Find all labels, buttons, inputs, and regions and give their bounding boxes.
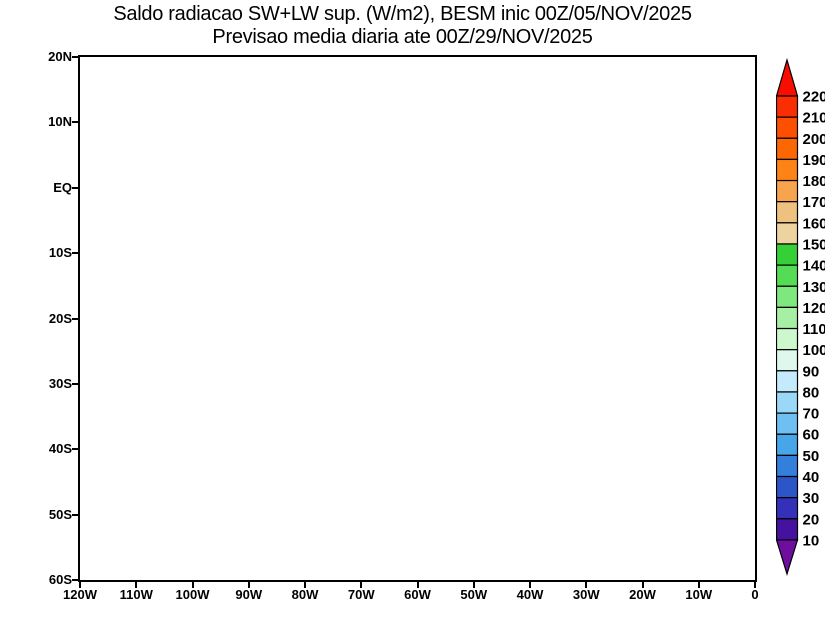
x-tick-label: 70W [347,587,375,602]
y-axis-tick [72,513,78,516]
x-axis-tick [79,582,81,588]
x-tick-label: 20W [629,587,656,602]
y-tick-label: 50S [48,506,72,522]
x-axis-tick [304,582,306,588]
colorbar-label: 190 [803,152,825,169]
colorbar-segment [776,349,799,372]
y-tick-label: 10N [48,114,72,130]
colorbar-segment [776,116,799,139]
colorbar-segment [776,306,799,330]
x-axis-tick [247,582,250,588]
y-tick-label: 10S [48,245,72,261]
x-tick-label: 10W [685,587,713,602]
colorbar-label: 220 [803,89,825,106]
colorbar-label: 90 [803,363,820,380]
colorbar-label: 150 [803,236,825,253]
colorbar-segment [776,454,799,478]
colorbar-segment [776,95,799,118]
x-axis-tick [697,582,700,588]
colorbar-label: 170 [803,194,825,211]
x-axis-tick [135,582,138,588]
x-axis-tick [585,582,588,588]
colorbar-label: 110 [803,321,825,338]
x-axis-tick [416,582,419,588]
colorbar-segment [776,370,799,393]
colorbar-segment [776,158,799,182]
y-axis-tick [72,579,78,581]
colorbar-label: 130 [803,279,825,296]
x-tick-label: 100W [175,587,210,602]
colorbar-segment [776,137,799,161]
colorbar-segment [776,201,799,224]
colorbar-label: 120 [803,300,825,317]
colorbar-segment [776,391,799,414]
colorbar-segment [776,243,799,266]
x-tick-label: 90W [235,587,263,602]
colorbar-label: 30 [803,490,820,507]
colorbar-label: 60 [803,427,820,444]
x-tick-label: 40W [516,587,544,602]
colorbar-segment [776,497,799,520]
colorbar-segment [776,327,799,351]
colorbar-upper-arrow [776,58,799,97]
colorbar-label: 70 [803,406,820,423]
colorbar-segment [776,179,799,203]
chart-title: Saldo radiacao SW+LW sup. (W/m2), BESM i… [113,3,692,25]
colorbar: 220 210 200 190 180 170 160 150 140 130 120 110 100 9… [776,58,825,576]
colorbar-label: 100 [803,342,825,359]
x-axis-tick [472,582,475,588]
x-axis-tick [191,582,194,588]
colorbar-segment [776,222,799,245]
colorbar-segment [776,475,799,499]
x-tick-label: 110W [119,587,153,602]
x-tick-label: 60W [404,587,431,602]
y-axis-tick [72,317,78,320]
colorbar-label: 140 [803,258,825,275]
colorbar-segment [776,433,799,456]
colorbar-label: 180 [803,173,825,190]
y-axis-tick [72,448,78,451]
x-axis-tick [360,582,363,588]
x-tick-label: 50W [460,587,488,602]
x-tick-label: 120W [63,587,97,602]
colorbar-label: 50 [803,448,820,465]
y-axis-tick [72,121,78,124]
x-tick-label: 30W [572,587,600,602]
x-axis-tick [641,582,644,588]
colorbar-segment [776,412,799,435]
x-tick-label: 0 [751,587,759,602]
colorbar-segment [776,518,799,541]
colorbar-segment [776,285,799,308]
y-axis-tick [72,56,78,58]
y-axis-tick [72,382,78,385]
y-axis-tick [72,252,78,255]
y-tick-label: 20N [48,49,72,64]
colorbar-segment [776,264,799,287]
x-axis-tick [754,582,756,588]
chart-subtitle: Previsao media diaria ate 00Z/29/NOV/202… [212,26,593,48]
colorbar-label: 10 [803,532,820,549]
map-plot-frame [78,55,757,582]
colorbar-label: 210 [803,110,825,127]
colorbar-lower-arrow [776,539,799,576]
colorbar-label: 20 [803,511,820,528]
y-tick-label: 60S [48,572,72,587]
x-axis-tick [529,582,531,588]
colorbar-label: 80 [803,384,820,401]
colorbar-label: 160 [803,215,825,232]
y-tick-label: 40S [48,441,72,457]
y-tick-label: 20S [48,310,72,326]
colorbar-label: 200 [803,131,825,148]
x-tick-label: 80W [291,587,319,602]
colorbar-label: 40 [803,469,820,486]
y-tick-label: EQ [53,179,72,195]
y-tick-label: 30S [48,375,72,391]
y-axis-tick [72,186,78,189]
